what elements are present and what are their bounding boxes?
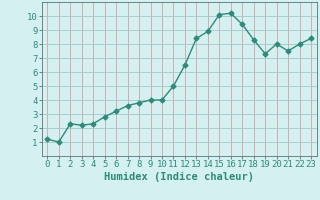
X-axis label: Humidex (Indice chaleur): Humidex (Indice chaleur) bbox=[104, 172, 254, 182]
